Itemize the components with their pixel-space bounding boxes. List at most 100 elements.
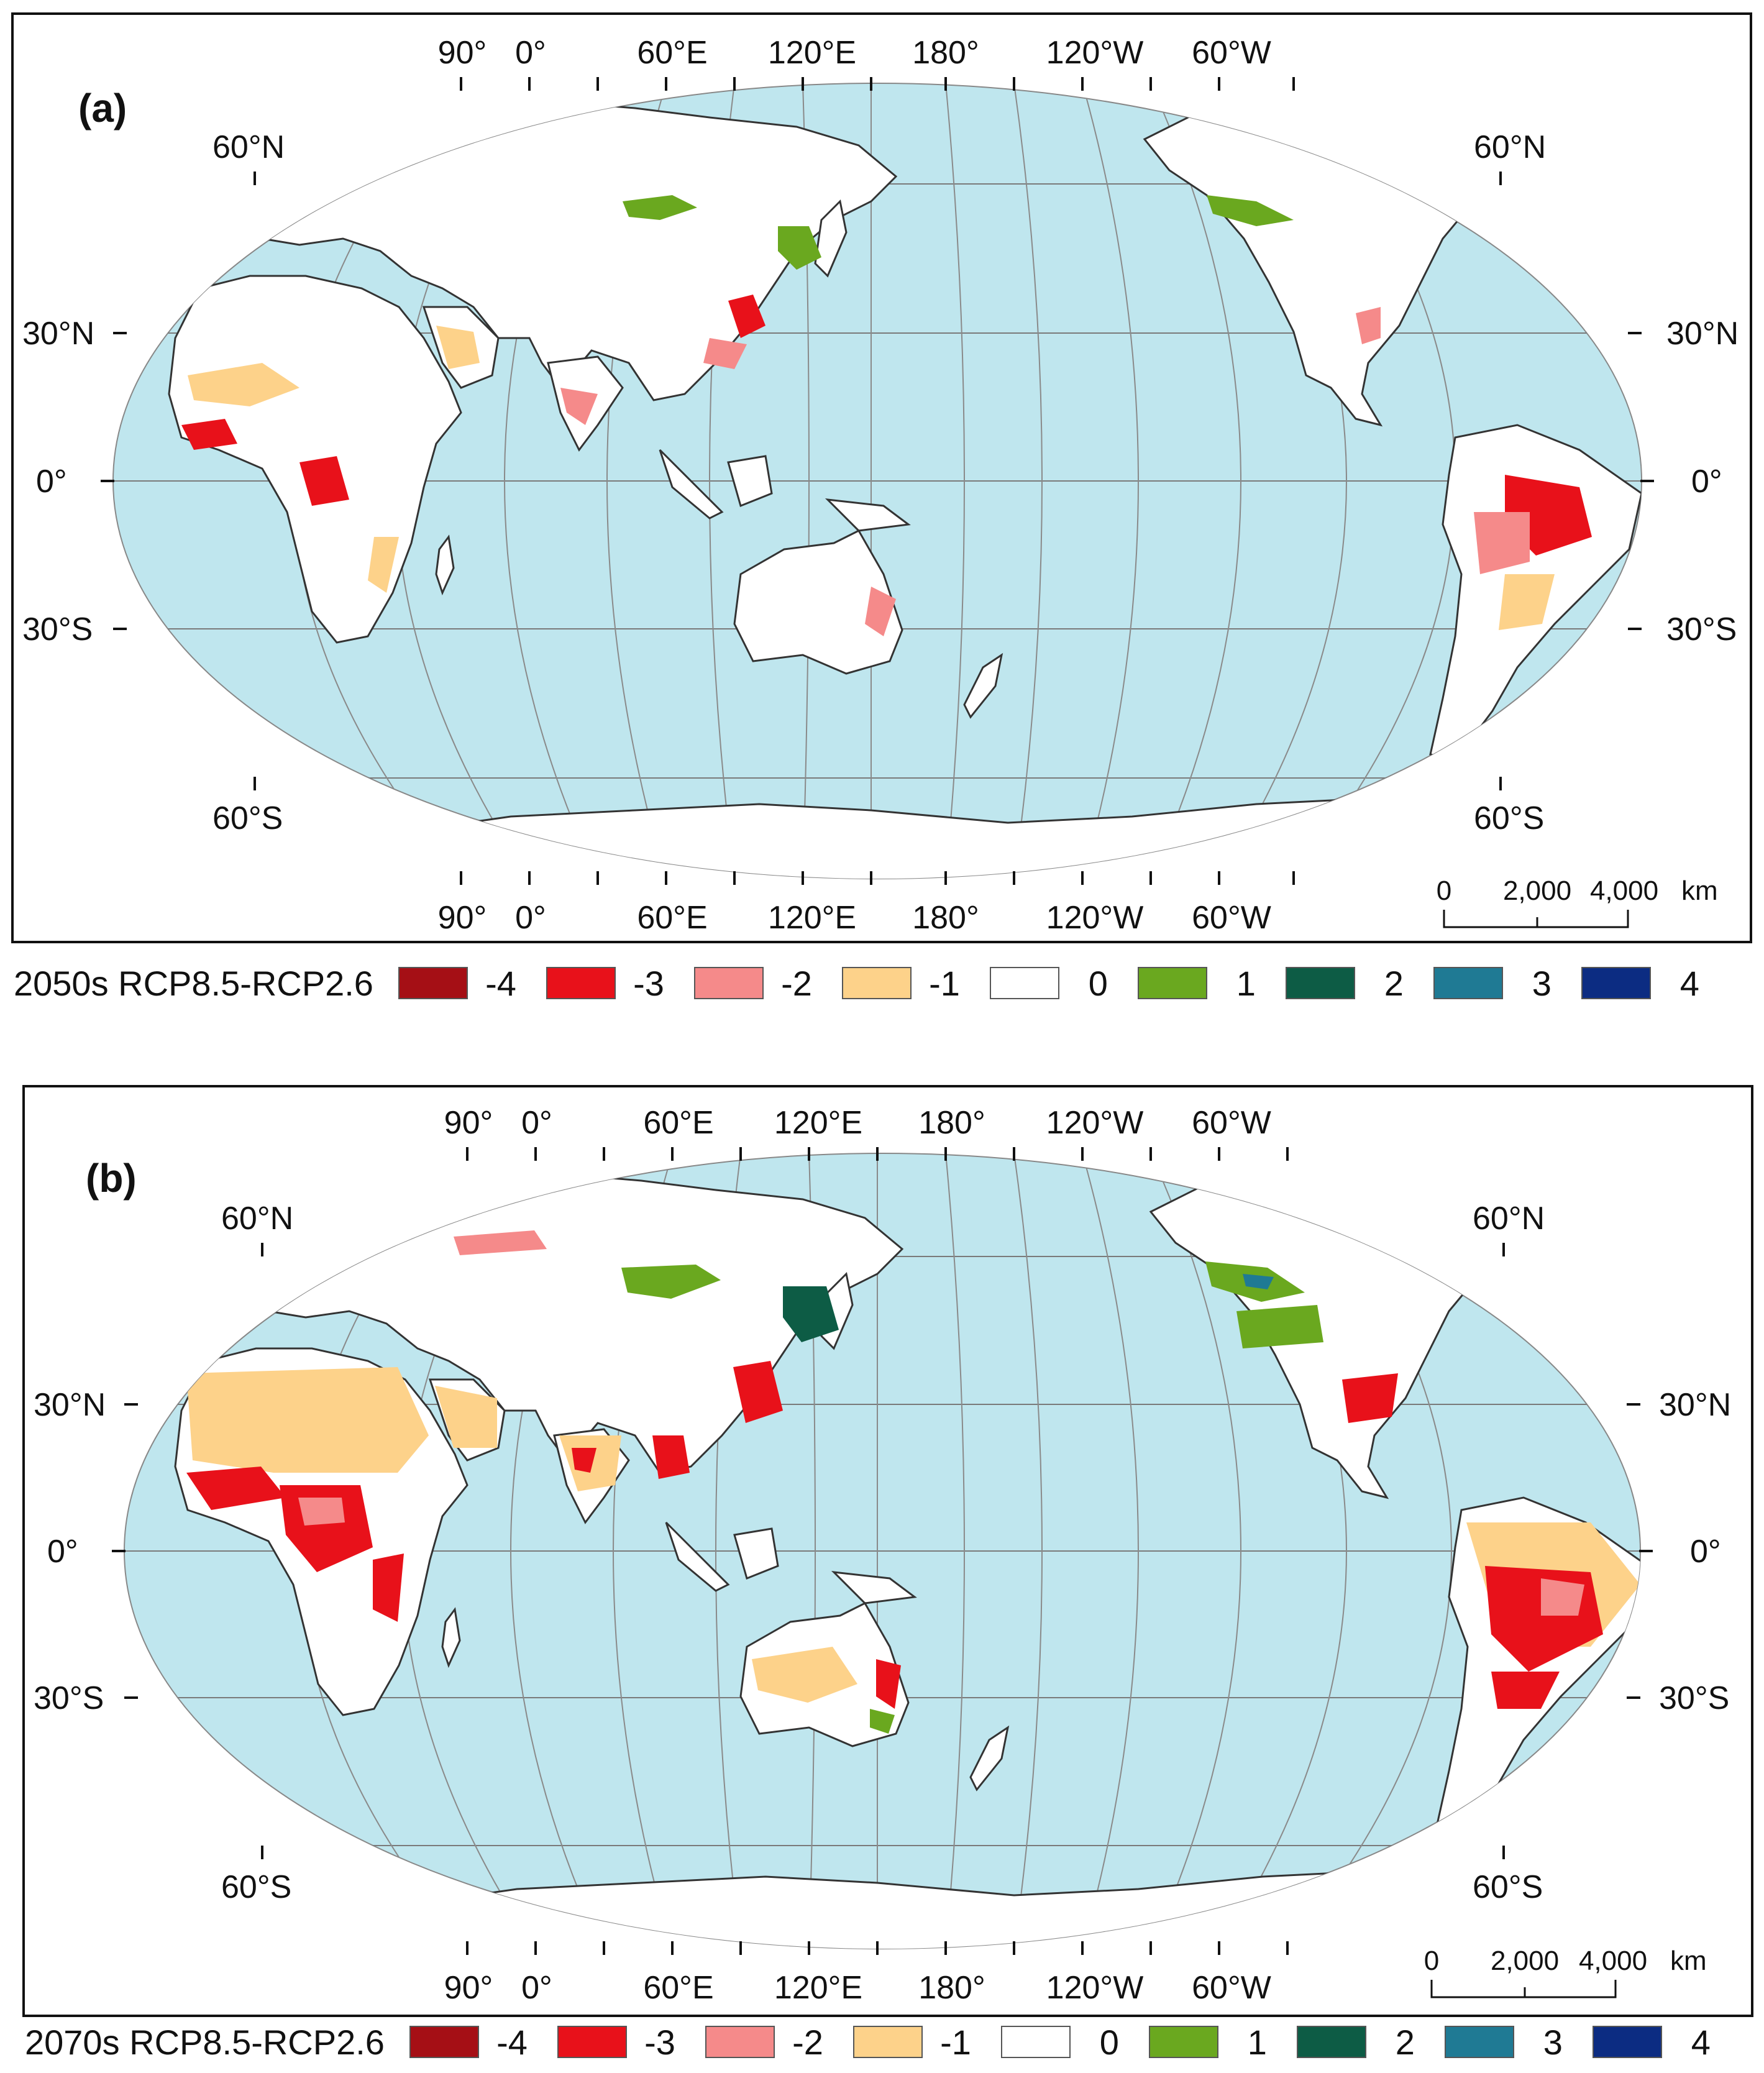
legend-value: 0 xyxy=(1099,2022,1119,2062)
lat-label: 30°N xyxy=(34,1387,106,1423)
legend-item: 2 xyxy=(1285,963,1420,1004)
patch-australia-green xyxy=(870,1709,895,1734)
sumatra xyxy=(665,1521,730,1592)
lon-label: 60°W xyxy=(1192,35,1271,71)
scale-bar-b: 0 2,000 4,000 km xyxy=(1424,1946,1707,1998)
legend-item: -3 xyxy=(557,2022,692,2062)
legend-item: 1 xyxy=(1148,2022,1283,2062)
patch-india-red xyxy=(572,1448,596,1473)
scale-tick-label: 2,000 xyxy=(1503,876,1571,906)
lat-label: 60°S xyxy=(221,1869,291,1905)
lat-label: 60°S xyxy=(1474,800,1544,836)
legend-item: -2 xyxy=(705,2022,839,2062)
legend-value: -1 xyxy=(940,2022,971,2062)
top-lon-labels-a: 90° 0° 60°E 120°E 180° 120°W 60°W xyxy=(438,35,1271,71)
legend-title: 2070s RCP8.5-RCP2.6 xyxy=(25,2022,385,2062)
patch-china-red xyxy=(728,295,765,338)
lon-label: 60°E xyxy=(637,900,707,936)
legend-swatch xyxy=(409,2026,479,2058)
madagascar xyxy=(435,534,455,596)
lon-label: 120°E xyxy=(768,35,856,71)
legend-item: -1 xyxy=(841,963,976,1004)
legend-value: 3 xyxy=(1543,2022,1563,2062)
lon-label: 90° xyxy=(438,35,487,71)
patch-arabia-orange xyxy=(435,1386,497,1448)
antarctica xyxy=(328,1869,1513,1949)
legend-swatch xyxy=(1296,2026,1366,2058)
lat-label: 60°N xyxy=(221,1201,293,1237)
lat-label: 60°N xyxy=(1474,129,1546,165)
change-patches-b xyxy=(186,1230,1640,1734)
legend-b: 2070s RCP8.5-RCP2.6 -4 -3 -2 -1 0 1 2 3 … xyxy=(25,2017,1740,2067)
australia xyxy=(733,529,903,675)
legend-swatch xyxy=(398,967,468,999)
legend-swatch xyxy=(693,967,764,999)
lat-label: 30°N xyxy=(22,316,94,352)
legend-item: -4 xyxy=(398,963,532,1004)
legend-swatch xyxy=(1581,967,1651,999)
lon-label: 120°E xyxy=(774,1970,862,2006)
borneo xyxy=(733,1527,779,1580)
lat-label: 60°N xyxy=(1473,1201,1545,1237)
top-lon-labels-b: 90° 0° 60°E 120°E 180° 120°W 60°W xyxy=(444,1105,1271,1141)
lat-label: 0° xyxy=(36,464,67,500)
lon-label: 60°E xyxy=(643,1970,713,2006)
panel-label: (b) xyxy=(86,1156,137,1201)
lon-label: 180° xyxy=(918,1105,985,1141)
lon-label: 180° xyxy=(912,35,979,71)
legend-swatch xyxy=(1000,2026,1071,2058)
scale-bar-a: 0 2,000 4,000 km xyxy=(1437,876,1718,928)
lon-label: 90° xyxy=(438,900,487,936)
panel-label: (a) xyxy=(78,86,127,130)
patch-us-red xyxy=(1342,1373,1398,1423)
legend-swatch xyxy=(1137,967,1207,999)
lon-label: 180° xyxy=(918,1970,985,2006)
lat-label: 30°S xyxy=(1659,1680,1729,1716)
legend-item: 3 xyxy=(1444,2022,1579,2062)
legend-swatch xyxy=(1148,2026,1218,2058)
patch-brazil-orange xyxy=(1499,574,1555,630)
patch-manchuria-darkgreen xyxy=(783,1286,839,1342)
bottom-lon-labels-a: 90° 0° 60°E 120°E 180° 120°W 60°W xyxy=(438,900,1271,936)
lon-label: 120°W xyxy=(1046,900,1144,936)
patch-us-green xyxy=(1236,1305,1323,1348)
patch-west-africa-red xyxy=(186,1467,286,1510)
lon-label: 120°W xyxy=(1046,1970,1144,2006)
patch-china-red xyxy=(733,1361,783,1423)
patch-amazon-pink xyxy=(1541,1578,1584,1616)
new-zealand xyxy=(969,1725,1010,1792)
lon-label: 60°W xyxy=(1192,900,1271,936)
new-zealand xyxy=(963,652,1003,719)
legend-item: 1 xyxy=(1137,963,1272,1004)
legend-a: 2050s RCP8.5-RCP2.6 -4 -3 -2 -1 0 1 2 3 … xyxy=(14,958,1729,1008)
lon-label: 120°W xyxy=(1046,1105,1144,1141)
patch-manchuria-green xyxy=(778,226,821,270)
patch-brazil-red xyxy=(1491,1672,1560,1709)
lat-label: 30°S xyxy=(1666,611,1737,648)
lat-label: 60°N xyxy=(213,129,285,165)
patch-congo-pink xyxy=(298,1498,345,1526)
lon-ticks-a xyxy=(101,77,1654,885)
legend-item: 2 xyxy=(1296,2022,1431,2062)
legend-item: -2 xyxy=(693,963,828,1004)
borneo xyxy=(727,455,773,508)
lon-label: 180° xyxy=(912,900,979,936)
patch-australia-orange xyxy=(752,1647,857,1703)
scale-unit: km xyxy=(1681,876,1718,906)
lon-label: 60°E xyxy=(637,35,707,71)
legend-swatch xyxy=(705,2026,775,2058)
legend-value: 3 xyxy=(1532,963,1551,1003)
patch-east-africa-red xyxy=(373,1554,404,1622)
lon-label: 0° xyxy=(521,1105,552,1141)
legend-value: 0 xyxy=(1088,963,1108,1003)
legend-value: 1 xyxy=(1247,2022,1267,2062)
legend-title: 2050s RCP8.5-RCP2.6 xyxy=(14,963,373,1003)
patch-australia-pink xyxy=(865,587,896,636)
lat-label: 30°S xyxy=(22,611,93,648)
legend-value: -2 xyxy=(792,2022,823,2062)
lat-label: 30°S xyxy=(34,1680,104,1716)
legend-value: -2 xyxy=(781,963,812,1003)
patch-sahel-orange xyxy=(188,363,299,406)
legend-item: 3 xyxy=(1433,963,1568,1004)
patch-siberia-green xyxy=(623,195,697,220)
